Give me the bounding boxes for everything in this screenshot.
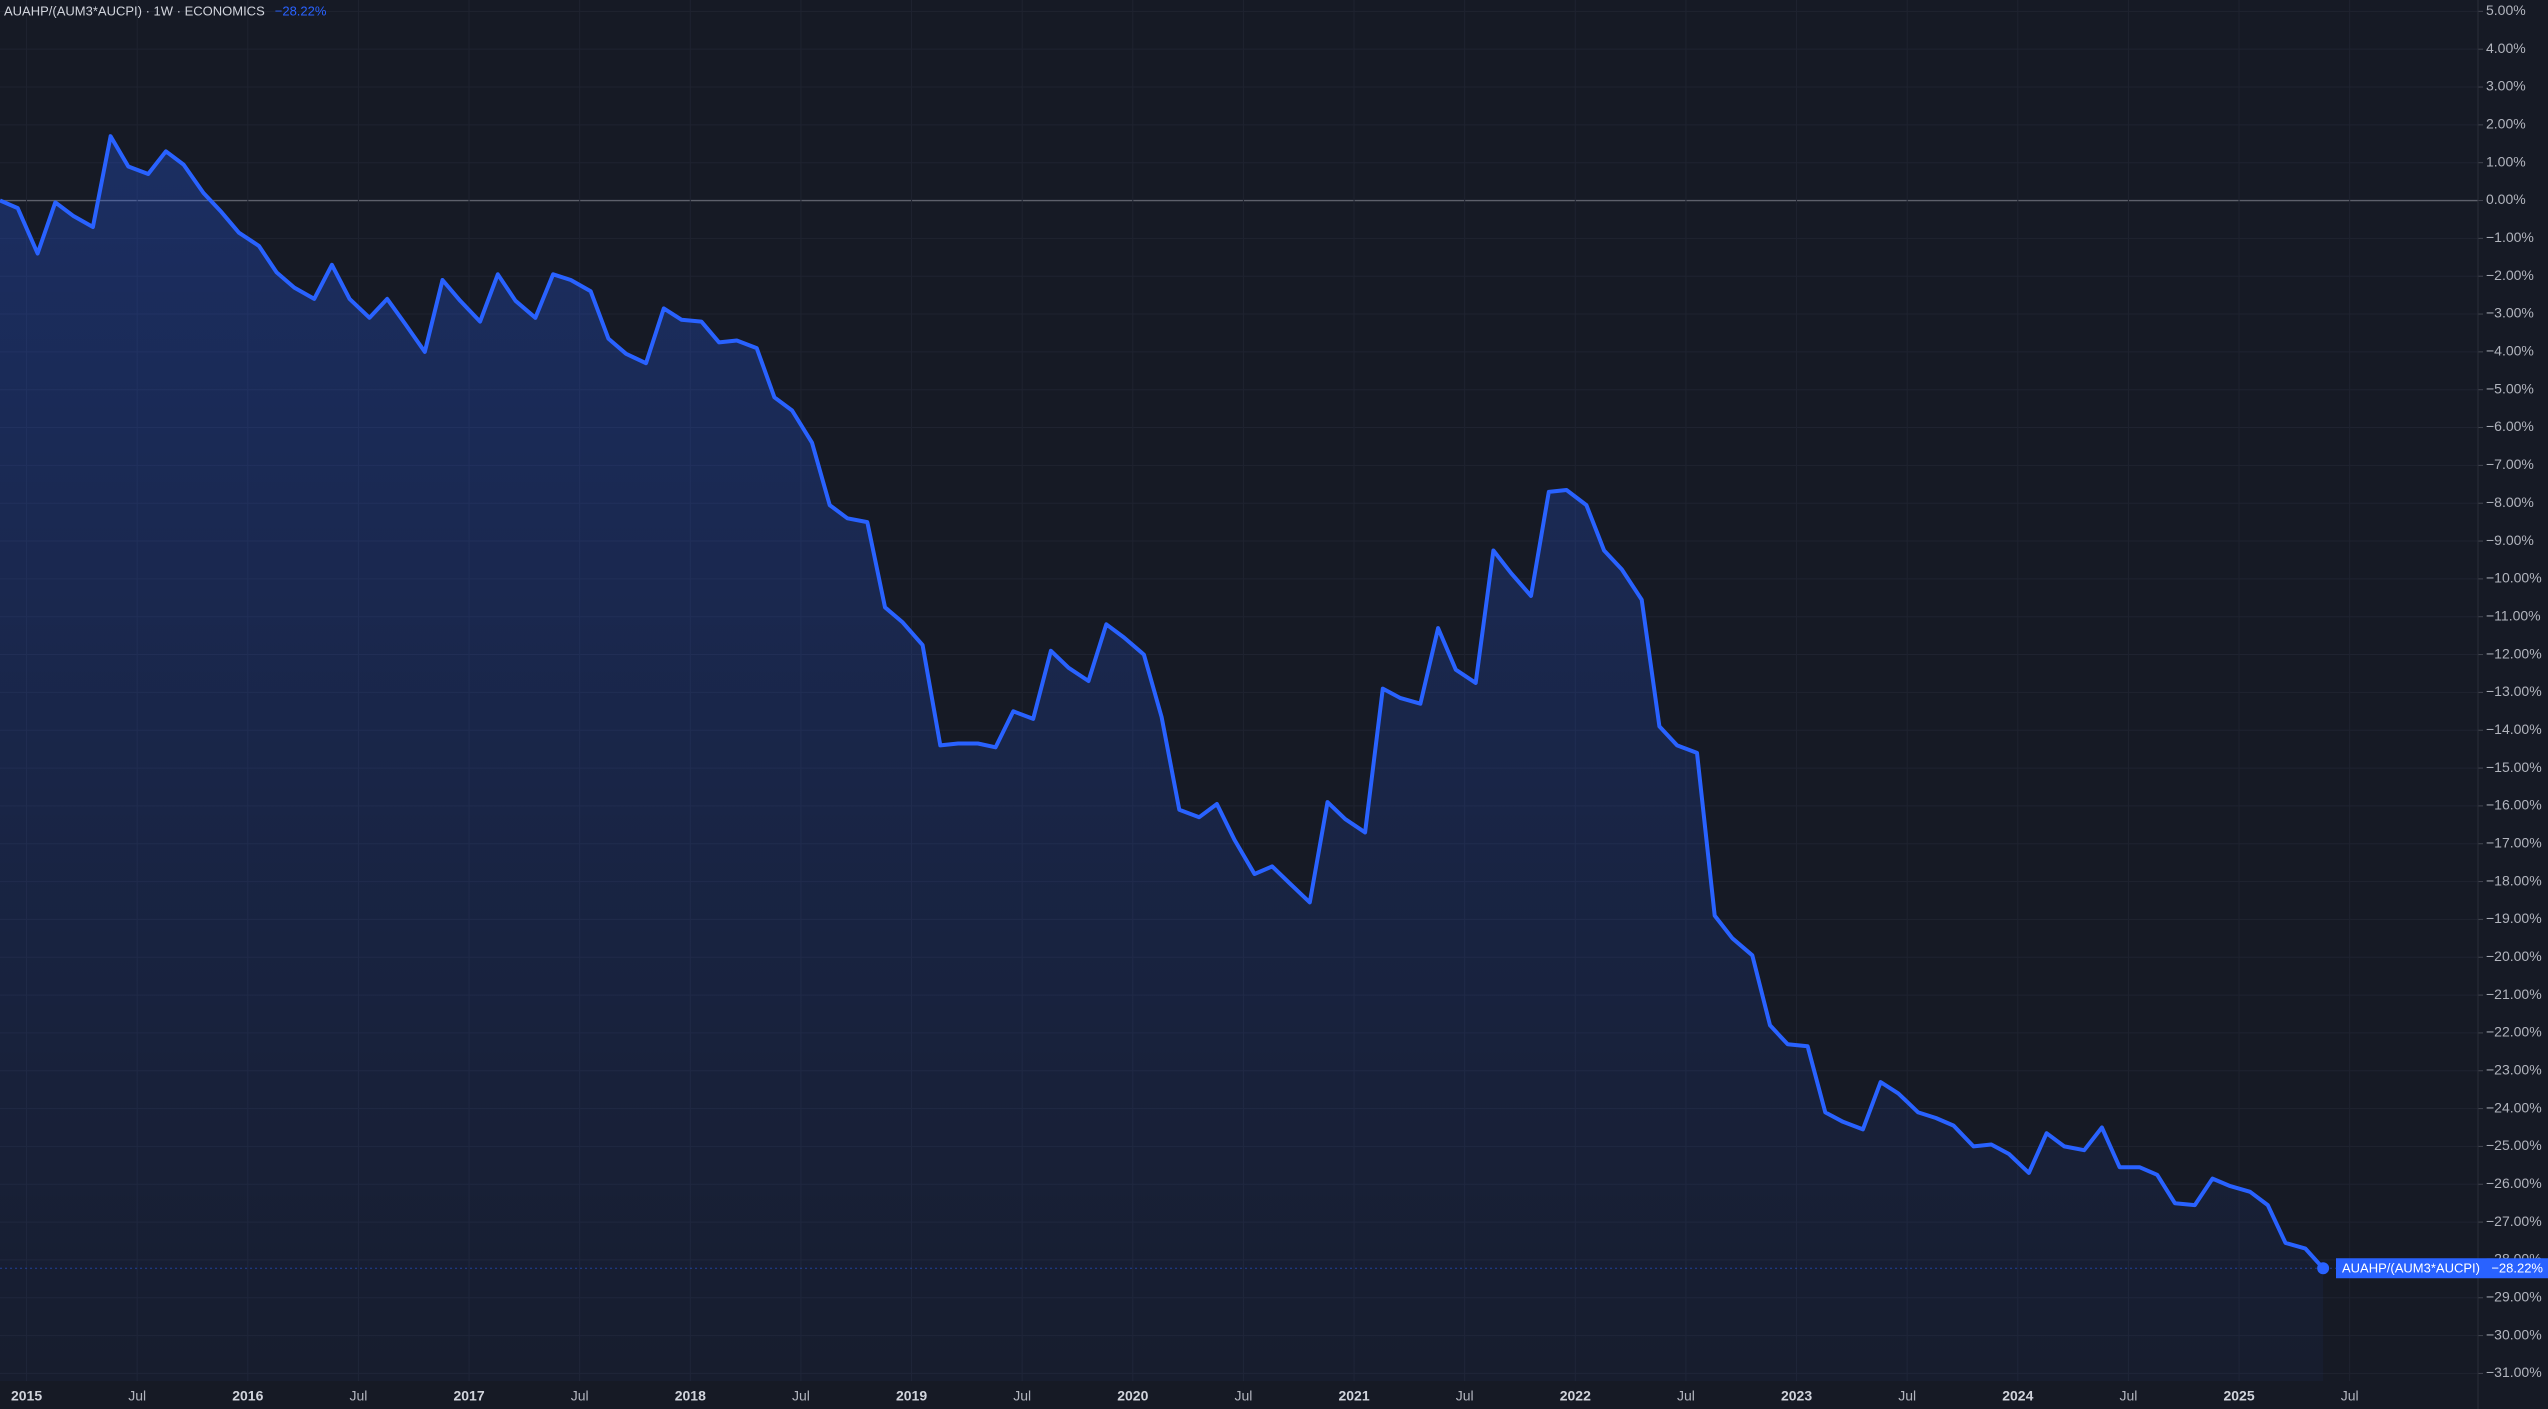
y-tick-label: 4.00% — [2486, 40, 2526, 56]
x-tick-label: Jul — [1898, 1388, 1916, 1404]
last-point — [2317, 1262, 2330, 1275]
y-tick-label: −6.00% — [2486, 418, 2534, 434]
y-tick-label: 0.00% — [2486, 191, 2526, 207]
y-tick-label: −15.00% — [2486, 759, 2542, 775]
y-tick-label: −22.00% — [2486, 1024, 2542, 1040]
x-tick-label: 2019 — [896, 1388, 927, 1404]
y-tick-label: −14.00% — [2486, 721, 2542, 737]
y-tick-label: −9.00% — [2486, 532, 2534, 548]
axes: 5.00% 4.00% 3.00% 2.00% 1.00% 0.00% −1.00% −2.0… — [11, 0, 2548, 1409]
tag-value: −28.22% — [2491, 1261, 2543, 1276]
y-tick-label: −13.00% — [2486, 683, 2542, 699]
y-tick-label: −26.00% — [2486, 1175, 2542, 1191]
header-value: −28.22% — [275, 3, 327, 18]
x-tick-label: 2020 — [1117, 1388, 1148, 1404]
x-tick-label: Jul — [1234, 1388, 1252, 1404]
x-tick-label: 2016 — [232, 1388, 263, 1404]
x-tick-label: 2024 — [2002, 1388, 2033, 1404]
x-tick-label: 2021 — [1338, 1388, 1369, 1404]
y-tick-label: 1.00% — [2486, 153, 2526, 169]
area — [0, 136, 2324, 1382]
tag-series-name: AUAHP/(AUM3*AUCPI) — [2342, 1261, 2480, 1276]
y-tick-label: −30.00% — [2486, 1326, 2542, 1342]
x-tick-label: 2018 — [675, 1388, 706, 1404]
x-tick-label: Jul — [349, 1388, 367, 1404]
y-tick-label: −19.00% — [2486, 910, 2542, 926]
x-tick-label: Jul — [1456, 1388, 1474, 1404]
x-tick-label: 2023 — [1781, 1388, 1812, 1404]
y-tick-label: −16.00% — [2486, 797, 2542, 813]
last-value-tag — [2336, 1258, 2548, 1279]
x-tick-label: 2025 — [2223, 1388, 2254, 1404]
y-tick-label: −4.00% — [2486, 343, 2534, 359]
y-tick-label: −29.00% — [2486, 1288, 2542, 1304]
y-tick-label: −1.00% — [2486, 229, 2534, 245]
y-tick-label: −7.00% — [2486, 456, 2534, 472]
y-tick-label: −31.00% — [2486, 1364, 2542, 1380]
y-tick-label: −21.00% — [2486, 986, 2542, 1002]
y-tick-label: −11.00% — [2486, 607, 2541, 623]
plot — [0, 134, 2478, 1382]
x-tick-label: 2022 — [1560, 1388, 1591, 1404]
x-tick-label: 2015 — [11, 1388, 42, 1404]
x-tick-label: Jul — [2341, 1388, 2359, 1404]
y-tick-label: −18.00% — [2486, 872, 2542, 888]
x-tick-label: Jul — [1677, 1388, 1695, 1404]
y-tick-label: 3.00% — [2486, 78, 2526, 94]
x-tick-label: Jul — [2119, 1388, 2137, 1404]
y-tick-label: −5.00% — [2486, 380, 2534, 396]
y-tick-label: −8.00% — [2486, 494, 2534, 510]
x-tick-label: Jul — [128, 1388, 146, 1404]
y-tick-label: 2.00% — [2486, 116, 2526, 132]
y-tick-label: −12.00% — [2486, 645, 2542, 661]
y-tick-label: −25.00% — [2486, 1137, 2542, 1153]
x-tick-label: Jul — [571, 1388, 589, 1404]
line — [0, 134, 2325, 1270]
y-tick-label: −10.00% — [2486, 570, 2542, 586]
x-tick-label: Jul — [1013, 1388, 1031, 1404]
y-tick-label: −2.00% — [2486, 267, 2534, 283]
y-tick-label: −23.00% — [2486, 1061, 2542, 1077]
y-tick-label: −27.00% — [2486, 1213, 2542, 1229]
y-tick-label: −24.00% — [2486, 1099, 2542, 1115]
y-tick-label: −20.00% — [2486, 948, 2542, 964]
chart-title: AUAHP/(AUM3*AUCPI) · 1W · ECONOMICS — [4, 3, 265, 18]
x-tick-label: 2017 — [453, 1388, 484, 1404]
y-tick-label: 5.00% — [2486, 2, 2526, 18]
y-tick-label: −17.00% — [2486, 834, 2542, 850]
y-tick-label: −3.00% — [2486, 305, 2534, 321]
x-tick-label: Jul — [792, 1388, 810, 1404]
